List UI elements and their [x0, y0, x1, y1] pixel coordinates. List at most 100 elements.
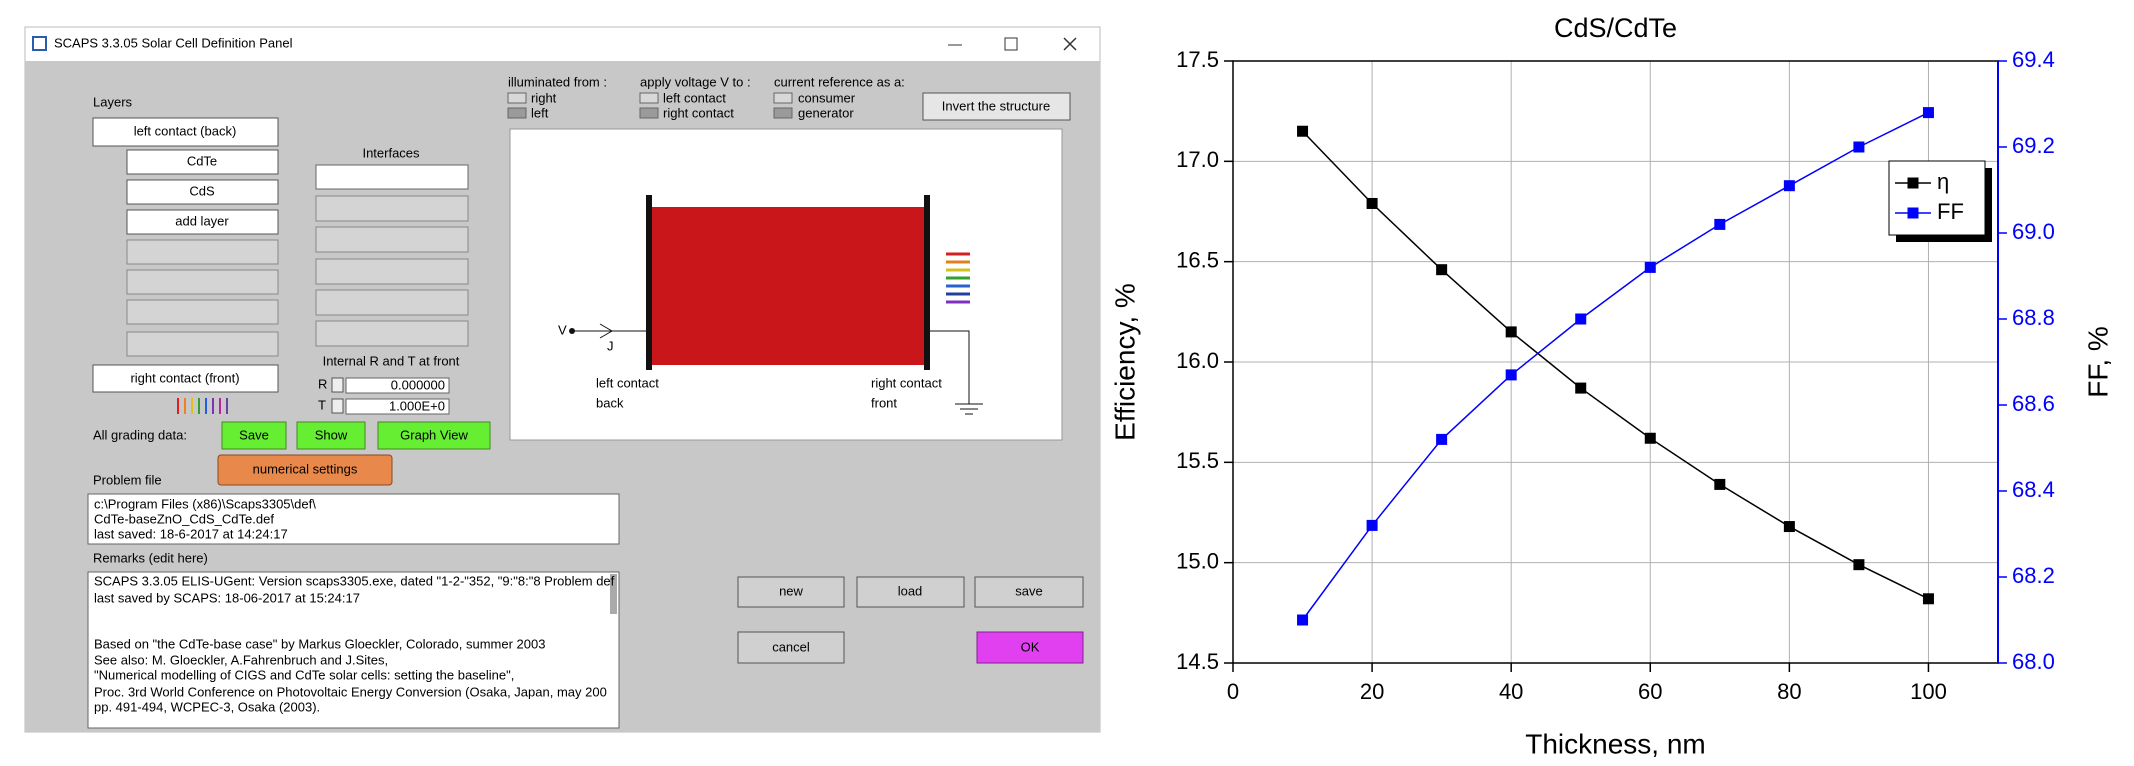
- problem-file-line: c:\Program Files (x86)\Scaps3305\def\: [94, 496, 316, 511]
- button-label: new: [779, 583, 803, 598]
- r-label: R: [318, 376, 327, 391]
- point: [1506, 326, 1517, 337]
- option-label: right: [531, 90, 557, 105]
- y-tick-label: 15.0: [1176, 548, 1219, 573]
- option-label: left contact: [663, 90, 726, 105]
- button-label: Invert the structure: [942, 98, 1050, 113]
- interface-slot: [316, 290, 468, 315]
- checkbox[interactable]: [640, 108, 658, 118]
- checkbox[interactable]: [774, 93, 792, 103]
- empty-layer: [127, 270, 278, 294]
- contact-label: right contact: [871, 375, 942, 390]
- interface-slot: [316, 259, 468, 284]
- y2-tick-label: 68.2: [2012, 563, 2055, 588]
- y2-tick-label: 68.0: [2012, 649, 2055, 674]
- contact-label: back: [596, 395, 624, 410]
- button-label: load: [898, 583, 923, 598]
- empty-layer: [127, 300, 278, 324]
- front-contact-bar: [924, 195, 930, 370]
- r-value: 0.000000: [391, 377, 445, 392]
- point: [1853, 142, 1864, 153]
- point: [1853, 559, 1864, 570]
- point: [1714, 479, 1725, 490]
- remarks-line: See also: M. Gloeckler, A.Fahrenbruch an…: [94, 652, 388, 667]
- remarks-line: pp. 491-494, WCPEC-3, Osaka (2003).: [94, 699, 320, 714]
- remarks-line: Based on "the CdTe-base case" by Markus …: [94, 636, 545, 651]
- layer-label: CdS: [189, 183, 215, 198]
- grading-label: All grading data:: [93, 427, 187, 442]
- y-tick-label: 14.5: [1176, 649, 1219, 674]
- absorber-block: [651, 207, 925, 365]
- button-label: cancel: [772, 639, 810, 654]
- option-label: generator: [798, 105, 854, 120]
- series-line: [1303, 113, 1929, 620]
- checkbox[interactable]: [640, 93, 658, 103]
- x-tick-label: 40: [1499, 679, 1523, 704]
- point: [1923, 593, 1934, 604]
- remarks-line: SCAPS 3.3.05 ELIS-UGent: Version scaps33…: [94, 573, 615, 588]
- layer-label: left contact (back): [134, 123, 237, 138]
- remarks-line: "Numerical modelling of CIGS and CdTe so…: [94, 667, 514, 682]
- y-tick-label: 16.0: [1176, 348, 1219, 373]
- point: [1367, 520, 1378, 531]
- point: [1436, 264, 1447, 275]
- legend-label: η: [1937, 169, 1949, 194]
- empty-layer: [127, 240, 278, 264]
- checkbox[interactable]: [508, 93, 526, 103]
- chart-title: CdS/CdTe: [1554, 13, 1677, 43]
- r-spinner[interactable]: [332, 378, 343, 392]
- contact-label: front: [871, 395, 897, 410]
- checkbox[interactable]: [774, 108, 792, 118]
- x-axis-label: Thickness, nm: [1525, 728, 1706, 759]
- y2-tick-label: 68.6: [2012, 391, 2055, 416]
- remarks-heading: Remarks (edit here): [93, 550, 208, 565]
- point: [1575, 314, 1586, 325]
- chart: CdS/CdTe02040608010014.515.015.516.016.5…: [1109, 13, 2113, 759]
- problem-file-line: last saved: 18-6-2017 at 14:24:17: [94, 526, 288, 541]
- point: [1506, 369, 1517, 380]
- x-tick-label: 100: [1910, 679, 1947, 704]
- button-label: Graph View: [400, 427, 468, 442]
- legend-marker: [1908, 208, 1919, 219]
- current-reference-heading: current reference as a:: [774, 74, 905, 89]
- point: [1575, 383, 1586, 394]
- point: [1714, 219, 1725, 230]
- remarks-line: last saved by SCAPS: 18-06-2017 at 15:24…: [94, 590, 360, 605]
- point: [1645, 433, 1656, 444]
- interface-slot: [316, 196, 468, 221]
- y2-axis-label: FF, %: [2082, 326, 2113, 398]
- layers-heading: Layers: [93, 94, 133, 109]
- checkbox[interactable]: [508, 108, 526, 118]
- scaps-window: SCAPS 3.3.05 Solar Cell Definition Panel…: [25, 27, 1100, 732]
- app-icon: [33, 37, 46, 50]
- point: [1297, 615, 1308, 626]
- voltage-heading: apply voltage V to :: [640, 74, 751, 89]
- illumination-heading: illuminated from :: [508, 74, 607, 89]
- button-label: OK: [1021, 639, 1040, 654]
- t-spinner[interactable]: [332, 399, 343, 413]
- y-tick-label: 15.5: [1176, 448, 1219, 473]
- y-axis-label: Efficiency, %: [1109, 283, 1140, 441]
- y-tick-label: 17.5: [1176, 47, 1219, 72]
- point: [1645, 262, 1656, 273]
- button-label: Show: [315, 427, 348, 442]
- x-tick-label: 80: [1777, 679, 1801, 704]
- point: [1784, 180, 1795, 191]
- series-line: [1303, 131, 1929, 599]
- y2-tick-label: 68.4: [2012, 477, 2055, 502]
- layer-label: right contact (front): [130, 370, 239, 385]
- layer-label: CdTe: [187, 153, 217, 168]
- remarks-line: Proc. 3rd World Conference on Photovolta…: [94, 684, 607, 699]
- interface-slot: [316, 321, 468, 346]
- option-label: left: [531, 105, 549, 120]
- button-label: Save: [239, 427, 269, 442]
- problem-file-heading: Problem file: [93, 472, 162, 487]
- point: [1784, 521, 1795, 532]
- y-tick-label: 16.5: [1176, 247, 1219, 272]
- incident-light: [946, 254, 970, 302]
- option-label: consumer: [798, 90, 856, 105]
- page: SCAPS 3.3.05 Solar Cell Definition Panel…: [0, 0, 2134, 766]
- interface-slot[interactable]: [316, 165, 468, 189]
- button-label: numerical settings: [253, 461, 358, 476]
- legend-marker: [1908, 178, 1919, 189]
